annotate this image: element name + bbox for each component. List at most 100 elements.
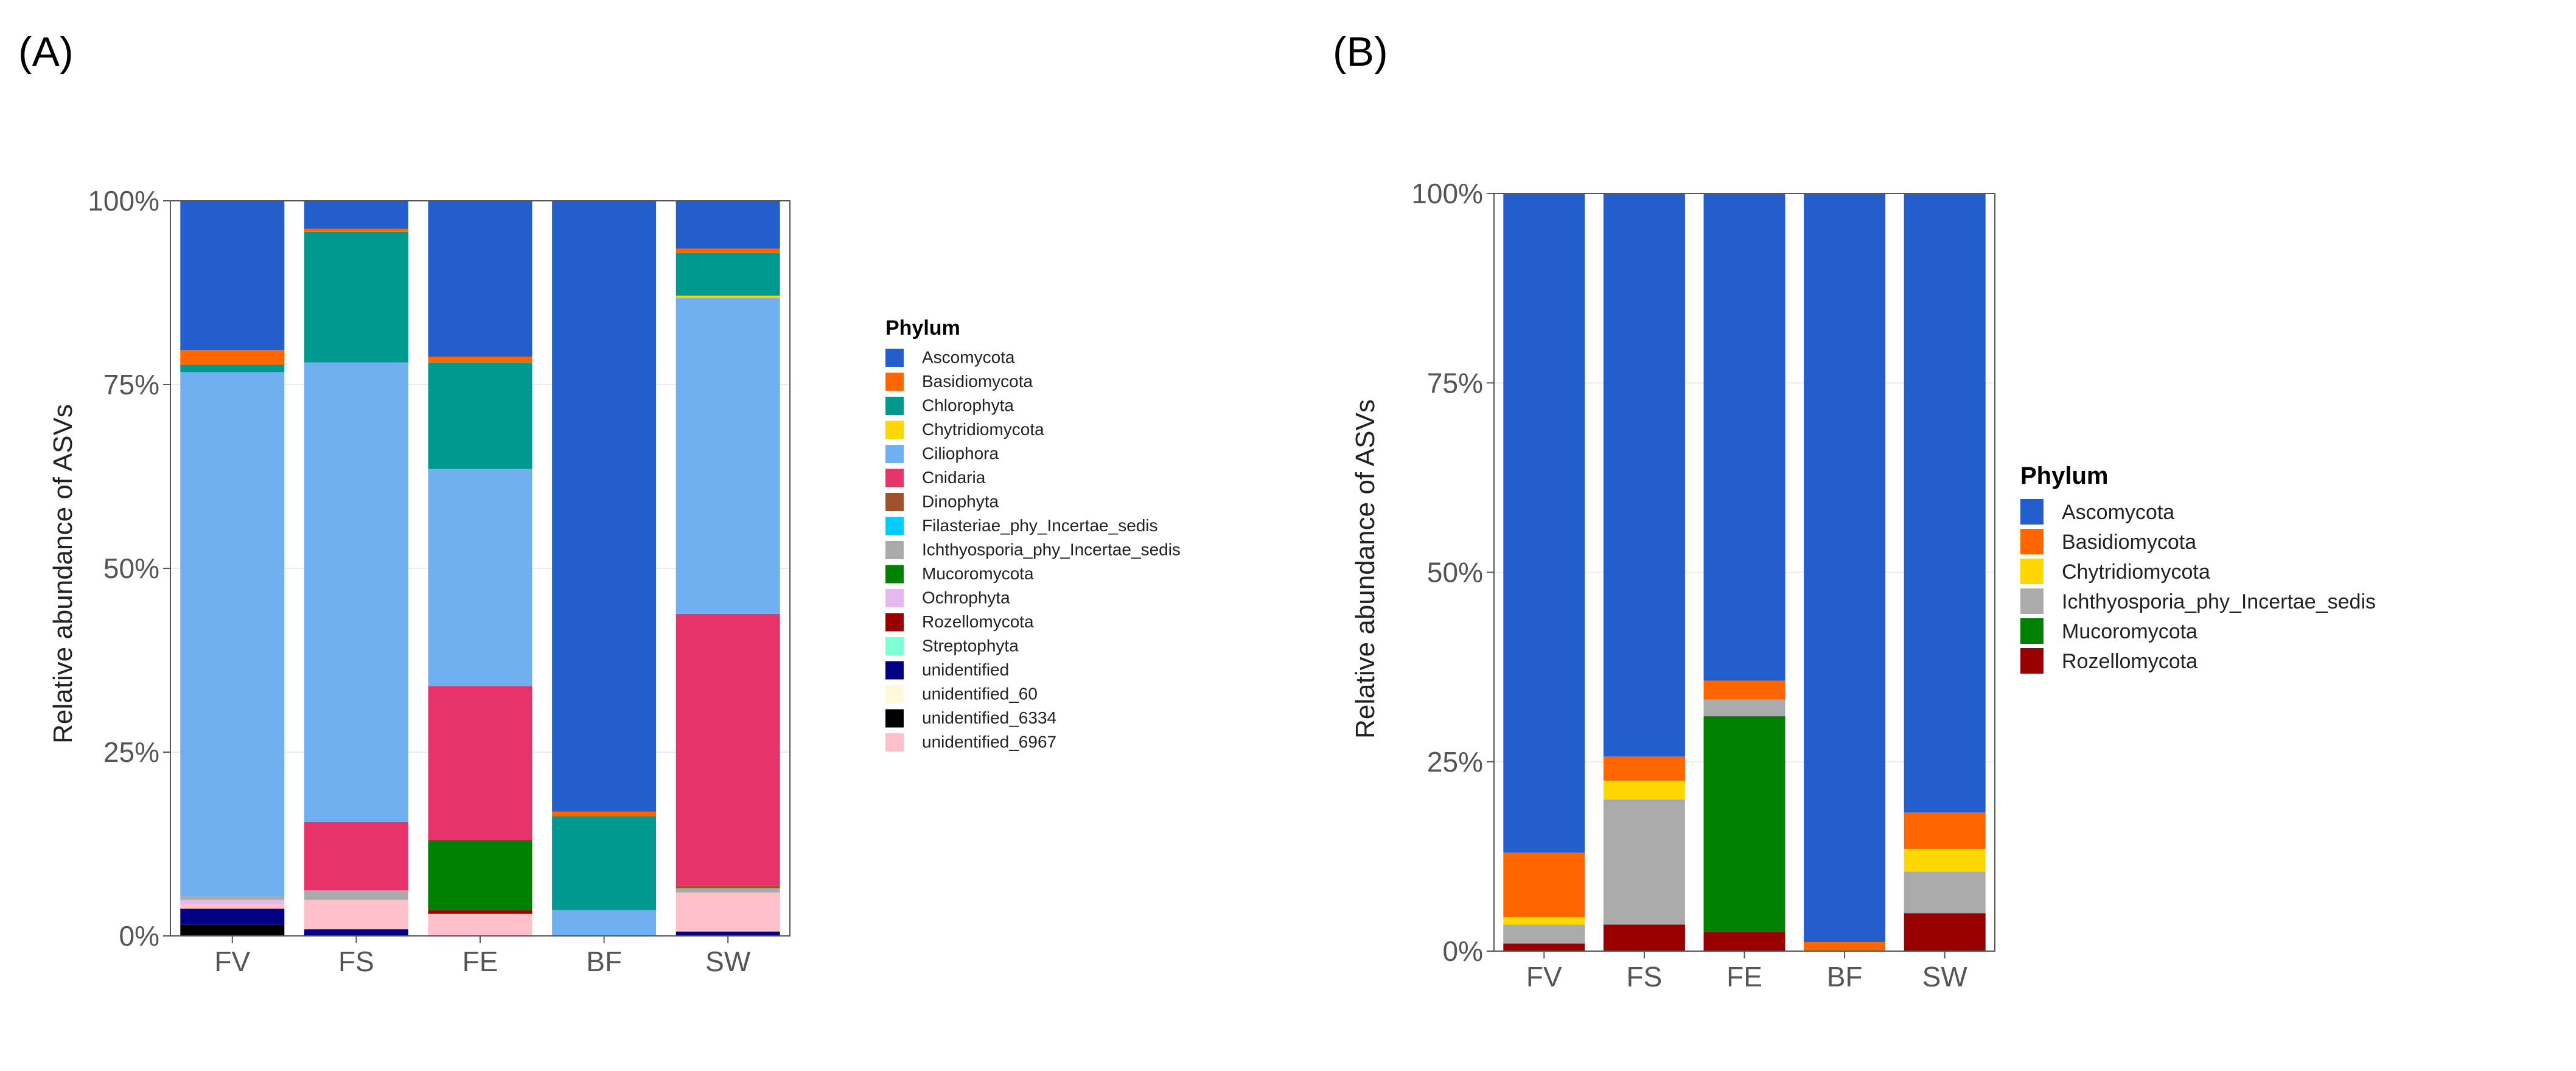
panel-a-legend-items: Ascomycota Basidiomycota Chlorophyta Chytri… [885, 347, 1181, 752]
panel-b-bar-fs-ichthyosporia-phy-incertae-sedis [1603, 800, 1685, 925]
panel-a-y-ticks: 0% 25% 50% 75% 100% [88, 185, 170, 952]
panel-a-bar-bf-chlorophyta [552, 816, 657, 910]
panel-a-bar-bf-ciliophora [552, 910, 657, 936]
panel-b-bar-fe-rozellomycota [1703, 932, 1785, 951]
panel-a-bar-sw-unidentified [675, 931, 780, 936]
panel-a-bar-sw-chlorophyta [675, 253, 780, 296]
panel-a-bar-fe-cnidaria [428, 686, 532, 840]
panel-a-legend-swatch-ciliophora [885, 445, 904, 463]
panel-a-bar-sw-unidentified-6967 [675, 892, 780, 932]
panel-a-bar-fs-basidiomycota [304, 228, 408, 232]
panel-a-bar-fv-unidentified [180, 909, 285, 925]
panel-a-bar-sw-chytridiomycota [675, 295, 780, 298]
panel-b-label: (B) [1333, 29, 1388, 75]
panel-a-bar-sw-cnidaria [675, 613, 780, 886]
panel-a-bar-fs-unidentified [304, 929, 408, 936]
panel-a-bar-fs-ascomycota [304, 201, 408, 229]
panel-b-y-tick-label: 25% [1427, 746, 1483, 778]
panel-a: (A) Relative abundance of ASVs 0% 25% 50% 7… [18, 29, 1181, 977]
panel-a-legend-swatch-mucoromycota [885, 565, 904, 584]
panel-b-bar-fe-ascomycota [1703, 194, 1785, 681]
panel-b-bar-fs-ascomycota [1603, 194, 1685, 757]
panel-a-x-ticks: FV FS FE BF SW [214, 936, 751, 977]
panel-b-y-tick-label: 50% [1427, 557, 1483, 588]
panel-a-bar-fe-basidiomycota [428, 357, 532, 363]
panel-a-legend-label-ochrophyta: Ochrophyta [922, 588, 1010, 607]
panel-a-legend-swatch-filasteriae-phy-incertae-sedis [885, 517, 904, 536]
panel-b-legend-label-ichthyosporia-phy-incertae-sedis: Ichthyosporia_phy_Incertae_sedis [2062, 590, 2376, 613]
panel-a-legend-label-cnidaria: Cnidaria [922, 468, 986, 487]
panel-b-bar-fe-ichthyosporia-phy-incertae-sedis [1703, 699, 1785, 717]
panel-a-y-tick-label: 75% [103, 369, 159, 400]
panel-b-bar-bf-ascomycota [1804, 194, 1886, 943]
panel-a-legend-label-filasteriae-phy-incertae-sedis: Filasteriae_phy_Incertae_sedis [922, 516, 1158, 535]
panel-b-legend-label-rozellomycota: Rozellomycota [2062, 650, 2197, 673]
panel-a-legend-swatch-ascomycota [885, 349, 904, 367]
panel-a-legend-swatch-ichthyosporia-phy-incertae-sedis [885, 541, 904, 559]
panel-b-bar-fs-chytridiomycota [1603, 780, 1685, 800]
panel-a-y-tick-label: 100% [88, 185, 159, 217]
panel-a-bar-sw-ciliophora [675, 298, 780, 614]
panel-a-bar-fe-unidentified-6967 [428, 913, 532, 936]
panel-b-x-tick-label-fe: FE [1726, 961, 1762, 993]
panel-a-legend-label-ascomycota: Ascomycota [922, 347, 1015, 366]
panel-b-legend-label-chytridiomycota: Chytridiomycota [2062, 560, 2210, 584]
panel-b-x-tick-label-bf: BF [1827, 961, 1863, 993]
panel-b-legend-swatch-rozellomycota [2020, 648, 2044, 674]
panel-a-legend-label-unidentified: unidentified [922, 660, 1009, 679]
panel-a-bar-sw-ascomycota [675, 201, 780, 249]
panel-b-bar-fs-basidiomycota [1603, 756, 1685, 781]
panel-b-bar-fe-mucoromycota [1703, 716, 1785, 932]
panel-a-bar-fe-mucoromycota [428, 840, 532, 910]
panel-b-bar-sw-chytridiomycota [1904, 848, 1986, 872]
panel-b-legend-swatch-mucoromycota [2020, 618, 2044, 644]
panel-b-x-tick-label-fs: FS [1627, 961, 1663, 993]
panel-a-legend-label-dinophyta: Dinophyta [922, 492, 999, 511]
panel-a-legend-swatch-dinophyta [885, 493, 904, 511]
panel-a-legend: Phylum Ascomycota Basidiomycota Chlorophyt… [885, 316, 1181, 752]
panel-a-bar-fs-unidentified-6967 [304, 899, 408, 930]
panel-a-y-tick-label: 0% [119, 920, 159, 952]
panel-a-legend-swatch-unidentified-6967 [885, 733, 904, 752]
panel-a-bar-fv-unidentified-6967 [180, 904, 285, 909]
panel-a-legend-swatch-basidiomycota [885, 372, 904, 391]
panel-a-bar-fv-chlorophyta [180, 365, 285, 372]
panel-a-bar-sw-basidiomycota [675, 248, 780, 253]
panel-b-bar-sw-basidiomycota [1904, 812, 1986, 849]
panel-a-legend-swatch-unidentified-6334 [885, 709, 904, 728]
panel-a-bar-fv-unidentified-6334 [180, 924, 285, 936]
panel-b-legend-label-mucoromycota: Mucoromycota [2062, 620, 2197, 643]
panel-b: (B) Relative abundance of ASVs 0% 25% 50% 7… [1333, 29, 2376, 993]
panel-a-bars [180, 201, 780, 936]
panel-b-bar-fv-ichthyosporia-phy-incertae-sedis [1503, 924, 1585, 944]
panel-a-bar-sw-ichthyosporia-phy-incertae-sedis [675, 888, 780, 893]
panel-b-bar-fe-basidiomycota [1703, 680, 1785, 700]
panel-a-bar-fe-chlorophyta [428, 362, 532, 469]
panel-a-bar-fs-ciliophora [304, 362, 408, 822]
panel-a-legend-swatch-chytridiomycota [885, 420, 904, 439]
panel-a-y-axis-title: Relative abundance of ASVs [48, 404, 78, 744]
panel-a-legend-label-unidentified-6334: unidentified_6334 [922, 708, 1056, 727]
panel-a-x-tick-label-fs: FS [338, 946, 374, 977]
panel-b-y-ticks: 0% 25% 50% 75% 100% [1411, 178, 1494, 967]
panel-a-legend-swatch-unidentified [885, 661, 904, 680]
panel-b-y-tick-label: 100% [1411, 178, 1483, 209]
panel-a-bar-fv-ichthyosporia-phy-incertae-sedis [180, 896, 285, 900]
panel-a-y-tick-label: 25% [103, 736, 159, 768]
panel-b-y-tick-label: 0% [1443, 935, 1483, 967]
panel-b-x-tick-label-sw: SW [1922, 961, 1968, 993]
panel-a-legend-label-unidentified-6967: unidentified_6967 [922, 732, 1056, 751]
panel-a-x-tick-label-sw: SW [705, 946, 751, 977]
panel-a-bar-fe-ascomycota [428, 201, 532, 357]
panel-b-bar-fv-basidiomycota [1503, 853, 1585, 917]
panel-a-bar-fe-ciliophora [428, 469, 532, 686]
panel-b-bar-sw-ichthyosporia-phy-incertae-sedis [1904, 871, 1986, 913]
panel-a-bar-fs-ichthyosporia-phy-incertae-sedis [304, 890, 408, 900]
panel-a-legend-swatch-rozellomycota [885, 613, 904, 632]
panel-a-legend-label-basidiomycota: Basidiomycota [922, 372, 1033, 391]
panel-a-legend-label-mucoromycota: Mucoromycota [922, 564, 1034, 583]
panel-a-bar-fs-cnidaria [304, 822, 408, 891]
panel-b-bar-fv-rozellomycota [1503, 943, 1585, 951]
panel-b-legend-swatch-ascomycota [2020, 499, 2044, 525]
